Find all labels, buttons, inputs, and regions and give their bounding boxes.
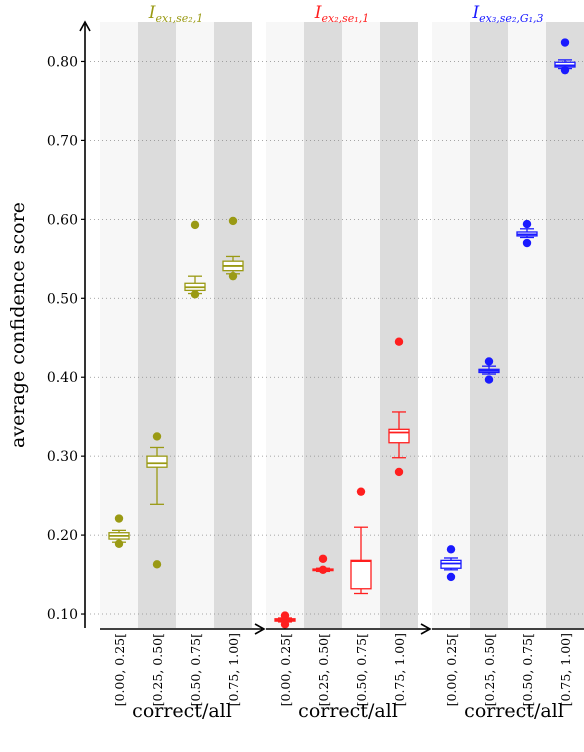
y-tick-label: 0.20 — [47, 528, 78, 544]
outlier-point — [560, 38, 570, 47]
panel-title: Iex₃,se₂,G₁,3 — [471, 3, 543, 25]
box — [554, 38, 576, 75]
category-tick-label: [0.25, 0.50[ — [150, 633, 165, 706]
outlier-point — [280, 620, 290, 629]
panel-title: Iex₁,se₂,1 — [148, 3, 203, 25]
outlier-point — [522, 219, 532, 229]
outlier-point — [318, 565, 328, 575]
box — [184, 220, 206, 299]
y-axis-arrow — [79, 20, 91, 32]
box — [312, 554, 334, 575]
box — [350, 487, 372, 595]
category-tick-label: [0.50, 0.75[ — [520, 633, 535, 706]
category-tick-label: [0.50, 0.75[ — [354, 633, 369, 706]
box-iqr — [350, 559, 372, 590]
outlier-point — [280, 611, 290, 620]
box — [222, 216, 244, 281]
category-tick-label: [0.50, 0.75[ — [188, 633, 203, 706]
outlier-point — [446, 545, 456, 554]
axes — [79, 20, 584, 635]
outlier-point — [446, 572, 456, 582]
x-axis-arrow — [420, 623, 432, 635]
box — [388, 337, 410, 477]
category-band — [470, 22, 508, 628]
x-axis-label: correct/all — [132, 700, 232, 722]
y-tick-label: 0.30 — [47, 449, 78, 465]
y-tick-label: 0.80 — [47, 54, 78, 70]
outlier-point — [394, 337, 404, 346]
category-band — [304, 22, 342, 628]
panel-title: Iex₂,se₁,1 — [314, 3, 369, 25]
category-band — [432, 22, 470, 628]
category-tick-label: [0.25, 0.50[ — [316, 633, 331, 706]
category-tick-label: [0.25, 0.50[ — [482, 633, 497, 706]
y-tick-label: 0.70 — [47, 133, 78, 149]
box-iqr — [146, 455, 168, 468]
outlier-point — [356, 487, 366, 496]
y-axis-label: average confidence score — [7, 202, 29, 448]
outlier-point — [394, 467, 404, 477]
axis-labels: 0.10 0.20 0.30 0.40 0.50 0.60 0.70 0.80 average … — [7, 3, 573, 722]
category-tick-label: [0.75, 1.00] — [392, 633, 407, 706]
box — [478, 357, 500, 384]
outlier-point — [484, 357, 494, 366]
x-axis-label: correct/all — [298, 700, 398, 722]
outlier-point — [484, 375, 494, 384]
outlier-point — [318, 554, 328, 563]
category-band — [138, 22, 176, 628]
box — [516, 219, 538, 248]
category-tick-label: [0.75, 1.00] — [558, 633, 573, 706]
category-band — [266, 22, 304, 628]
outlier-point — [560, 65, 570, 75]
outlier-point — [114, 539, 124, 548]
category-band — [214, 22, 252, 628]
y-tick-label: 0.50 — [47, 291, 78, 307]
box — [146, 432, 168, 569]
outlier-point — [190, 290, 200, 299]
outlier-point — [522, 238, 532, 248]
y-tick-label: 0.10 — [47, 607, 78, 623]
outlier-point — [152, 560, 162, 569]
category-tick-label: [0.00, 0.25[ — [278, 633, 293, 706]
box — [274, 611, 296, 629]
outlier-point — [228, 216, 238, 226]
y-tick-label: 0.60 — [47, 212, 78, 228]
box — [108, 514, 130, 548]
category-tick-label: [0.00, 0.25[ — [112, 633, 127, 706]
category-band — [546, 22, 584, 628]
category-band — [380, 22, 418, 628]
category-bands — [100, 22, 584, 628]
category-band — [176, 22, 214, 628]
x-axis-arrow — [254, 623, 266, 635]
box-series — [108, 38, 576, 629]
x-axis-label: correct/all — [464, 700, 564, 722]
y-tick-label: 0.40 — [47, 370, 78, 386]
outlier-point — [190, 220, 200, 230]
outlier-point — [114, 514, 124, 523]
box — [440, 545, 462, 582]
box-iqr — [388, 428, 410, 444]
category-tick-label: [0.00, 0.25[ — [444, 633, 459, 706]
category-tick-label: [0.75, 1.00] — [226, 633, 241, 706]
category-band — [508, 22, 546, 628]
category-band — [100, 22, 138, 628]
outlier-point — [152, 432, 162, 441]
outlier-point — [228, 271, 238, 281]
